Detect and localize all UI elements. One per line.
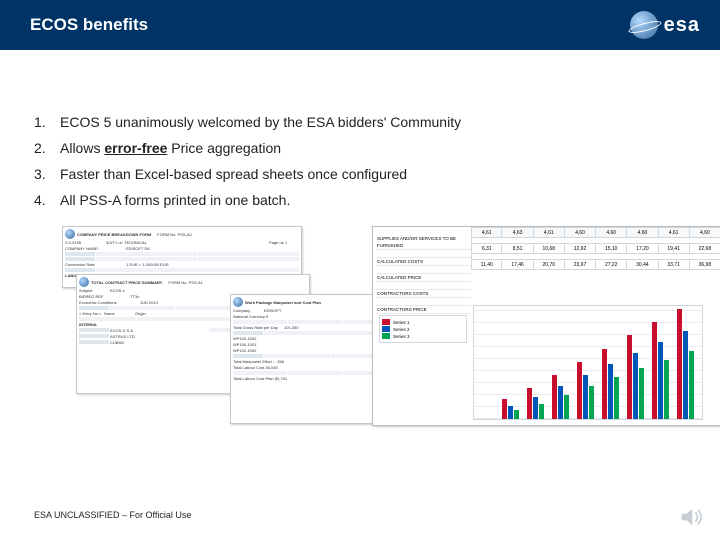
bar: [577, 362, 582, 419]
bar: [583, 375, 588, 419]
bar: [639, 368, 644, 419]
bar: [633, 353, 638, 419]
benefit-item-3: Faster than Excel-based spread sheets on…: [34, 162, 686, 188]
bar-group: [677, 309, 694, 419]
legend-swatch-1: [382, 319, 390, 325]
header-bar: ECOS benefits esa: [0, 0, 720, 50]
bar: [683, 331, 688, 419]
bar: [533, 397, 538, 419]
bar: [602, 349, 607, 419]
esa-logo: esa: [630, 11, 700, 39]
bar-group: [502, 399, 519, 419]
esa-logo-text: esa: [664, 14, 700, 37]
spreadsheet-chart-thumb: SUPPLIES AND/OR SERVICES TO BE FURNISHED…: [372, 226, 720, 426]
doc-b-form: FORM No. PSS-A1: [168, 280, 202, 285]
ecos-logo-icon: [65, 229, 75, 239]
bar: [552, 375, 557, 419]
legend-swatch-3: [382, 333, 390, 339]
benefit-item-1: ECOS 5 unanimously welcomed by the ESA b…: [34, 110, 686, 136]
page-title: ECOS benefits: [30, 15, 148, 35]
bar: [564, 395, 569, 419]
bar-group: [552, 375, 569, 419]
benefit-item-4: All PSS-A forms printed in one batch.: [34, 188, 686, 214]
bar: [627, 335, 632, 419]
bar: [677, 309, 682, 419]
benefit-item-2: Allows error-free Price aggregation: [34, 136, 686, 162]
content-area: ECOS 5 unanimously welcomed by the ESA b…: [0, 50, 720, 456]
bar: [652, 322, 657, 419]
bar: [502, 399, 507, 419]
ecos-logo-icon: [79, 277, 89, 287]
bar: [558, 386, 563, 419]
doc-a-title: COMPANY PRICE BREAKDOWN FORM: [77, 232, 151, 237]
doc-b-title: TOTAL CONTRACT PRICE SUMMARY: [91, 280, 162, 285]
chart-bars: [474, 306, 702, 419]
speaker-icon: [680, 506, 706, 528]
legend-swatch-2: [382, 326, 390, 332]
chart-legend: Series 1 Series 2 Series 3: [379, 315, 467, 343]
bar-group: [652, 322, 669, 419]
bar-group: [602, 349, 619, 419]
bar: [689, 351, 694, 419]
bar: [514, 410, 519, 419]
doc-a-form: FORM No. PSS-A2: [157, 232, 191, 237]
emphasis-error-free: error-free: [104, 140, 167, 156]
bar: [658, 342, 663, 419]
bar-group: [527, 388, 544, 419]
benefits-list: ECOS 5 unanimously welcomed by the ESA b…: [34, 110, 686, 214]
bar-group: [577, 362, 594, 419]
sheet-data-table: 4,61 4,63 4,61 4,60 4,60 4,60 4,61 4,60 …: [471, 227, 720, 270]
bar: [508, 406, 513, 419]
bar: [527, 388, 532, 419]
bar-group: [627, 335, 644, 419]
bar: [539, 404, 544, 419]
ecos-logo-icon: [233, 297, 243, 307]
thumbnails-area: COMPANY PRICE BREAKDOWN FORM FORM No. PS…: [62, 226, 720, 456]
esa-planet-icon: [630, 11, 658, 39]
doc-c-title: Work Package Manpower and Cost Plan: [245, 300, 321, 305]
sheet-row-labels: SUPPLIES AND/OR SERVICES TO BE FURNISHED…: [376, 235, 471, 314]
bar: [664, 360, 669, 419]
bar: [614, 377, 619, 419]
bar: [608, 364, 613, 419]
bar: [589, 386, 594, 419]
classification-footer: ESA UNCLASSIFIED – For Official Use: [34, 510, 191, 520]
bar-chart: [473, 305, 703, 420]
